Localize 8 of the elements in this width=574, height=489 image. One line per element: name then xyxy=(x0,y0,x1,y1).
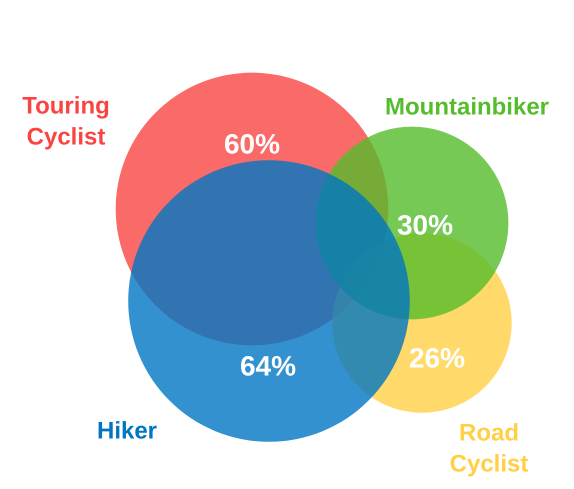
category-label: Touring Cyclist xyxy=(22,92,110,151)
data-label: 26% xyxy=(408,342,466,374)
data-label: 64% xyxy=(240,350,296,382)
data-label: 30% xyxy=(396,210,454,241)
category-label: Mountainbiker xyxy=(384,94,550,121)
data-label: 60% xyxy=(224,128,280,160)
category-label: Hiker xyxy=(96,418,158,445)
category-label: Road Cyclist xyxy=(450,420,528,478)
